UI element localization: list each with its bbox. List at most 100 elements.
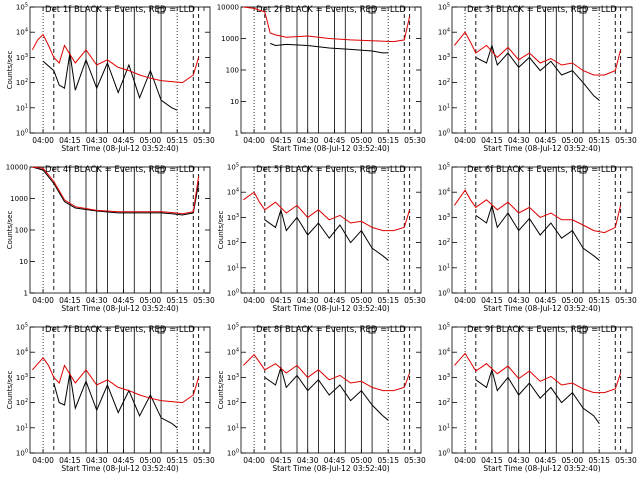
y-tick-label: 105 — [16, 323, 28, 332]
x-axis-label: Start Time (08-Jul-12 03:52:40) — [61, 144, 178, 153]
series-line-events — [32, 166, 200, 216]
plot-frame — [451, 326, 633, 454]
corner-marker — [579, 327, 587, 334]
y-tick-label: 100 — [15, 227, 28, 235]
y-tick-label: 104 — [227, 188, 239, 197]
chart-title: Det 4f BLACK = Events, RED = LLD — [45, 165, 195, 175]
x-tick-label: 04:30 — [86, 296, 108, 305]
y-tick-label: 104 — [227, 348, 239, 357]
x-tick-label: 04:00 — [32, 456, 54, 465]
y-axis-label: Counts/sec — [217, 211, 225, 250]
plot-frame — [240, 166, 422, 294]
x-tick-label: 04:30 — [508, 136, 530, 145]
y-tick-label: 10000 — [217, 4, 239, 12]
y-tick-label: 100 — [16, 129, 28, 138]
x-tick-label: 04:45 — [324, 136, 346, 145]
x-tick-label: 04:45 — [535, 296, 557, 305]
series-line-events — [264, 207, 389, 261]
x-axis-label: Start Time (08-Jul-12 03:52:40) — [483, 464, 600, 473]
x-tick-label: 04:15 — [59, 456, 81, 465]
chart-panel: Det 6f BLACK = Events, RED = LLD 04:00 04:… — [438, 163, 637, 314]
x-axis-label: Start Time (08-Jul-12 03:52:40) — [272, 144, 389, 153]
x-tick-label: 05:15 — [588, 296, 610, 305]
chart-title: Det 8f BLACK = Events, RED = LLD — [256, 325, 406, 335]
x-tick-label: 04:15 — [270, 296, 292, 305]
x-tick-label: 04:15 — [59, 296, 81, 305]
x-tick-label: 05:00 — [351, 296, 373, 305]
x-axis-label: Start Time (08-Jul-12 03:52:40) — [483, 144, 600, 153]
y-tick-label: 103 — [16, 53, 28, 62]
chart-title: Det 1f BLACK = Events, RED = LLD — [45, 5, 195, 15]
chart-panel: Det 9f BLACK = Events, RED = LLD 04:00 04:… — [438, 323, 637, 474]
x-tick-label: 04:00 — [243, 296, 265, 305]
chart-panel: Det 7f BLACK = Events, RED = LLD 04:00 04:… — [6, 323, 215, 474]
x-tick-label: 04:45 — [113, 296, 135, 305]
chart-panel: Det 4f BLACK = Events, RED = LLD 04:00 04:… — [6, 164, 215, 314]
x-tick-label: 04:30 — [297, 296, 319, 305]
chart-panel: Det 5f BLACK = Events, RED = LLD 04:00 04:… — [217, 163, 426, 314]
x-tick-label: 04:45 — [535, 456, 557, 465]
y-tick-label: 1 — [235, 130, 239, 138]
x-tick-label: 04:30 — [508, 296, 530, 305]
x-tick-label: 05:15 — [588, 136, 610, 145]
y-axis-label: Counts/sec — [6, 371, 14, 410]
series-line-lld — [31, 33, 200, 84]
y-tick-label: 102 — [438, 398, 450, 407]
y-tick-label: 101 — [227, 263, 239, 272]
y-tick-label: 10000 — [6, 164, 28, 172]
y-tick-label: 1000 — [221, 35, 239, 43]
y-tick-label: 105 — [438, 3, 450, 12]
x-tick-label: 04:00 — [243, 136, 265, 145]
x-tick-label: 05:15 — [166, 456, 188, 465]
y-tick-label: 104 — [16, 28, 28, 37]
x-tick-label: 04:30 — [86, 456, 108, 465]
y-tick-label: 103 — [438, 53, 450, 62]
x-tick-label: 05:15 — [166, 296, 188, 305]
x-tick-label: 04:45 — [324, 296, 346, 305]
y-tick-label: 101 — [438, 423, 450, 432]
series-line-lld — [243, 353, 411, 392]
y-axis-label: Counts/sec — [217, 371, 225, 410]
series-line-lld — [454, 352, 622, 394]
chart-title: Det 9f BLACK = Events, RED = LLD — [467, 325, 617, 335]
x-tick-label: 05:00 — [562, 296, 584, 305]
x-tick-label: 05:30 — [193, 136, 215, 145]
series-line-lld — [453, 189, 622, 234]
x-tick-label: 04:00 — [454, 136, 476, 145]
y-tick-label: 103 — [16, 373, 28, 382]
y-axis-label: Counts/sec — [6, 211, 14, 250]
x-tick-label: 05:15 — [377, 456, 399, 465]
corner-marker — [579, 167, 587, 174]
x-tick-label: 05:15 — [377, 296, 399, 305]
x-tick-label: 05:15 — [588, 456, 610, 465]
x-tick-label: 04:45 — [324, 456, 346, 465]
chart-title: Det 6f BLACK = Events, RED = LLD — [467, 165, 617, 175]
y-tick-label: 100 — [438, 289, 450, 298]
x-tick-label: 04:45 — [535, 136, 557, 145]
y-tick-label: 101 — [438, 263, 450, 272]
y-tick-label: 105 — [438, 323, 450, 332]
x-tick-label: 04:15 — [481, 456, 503, 465]
y-tick-label: 102 — [227, 398, 239, 407]
series-line-events — [475, 203, 600, 261]
chart-panel: Det 2f BLACK = Events, RED = LLD 04:00 04:… — [217, 4, 426, 154]
y-tick-label: 100 — [438, 449, 450, 458]
plot-frame — [451, 6, 633, 134]
x-tick-label: 04:45 — [113, 456, 135, 465]
y-tick-label: 102 — [438, 78, 450, 87]
x-tick-label: 04:00 — [32, 296, 54, 305]
x-tick-label: 04:30 — [297, 136, 319, 145]
y-tick-label: 100 — [227, 449, 239, 458]
series-line-events — [475, 43, 600, 101]
x-tick-label: 05:15 — [377, 136, 399, 145]
x-tick-label: 04:00 — [32, 136, 54, 145]
corner-marker — [157, 327, 165, 334]
x-axis-label: Start Time (08-Jul-12 03:52:40) — [61, 304, 178, 313]
y-tick-label: 105 — [227, 163, 239, 172]
y-tick-label: 100 — [438, 129, 450, 138]
chart-panel: Det 3f BLACK = Events, RED = LLD 04:00 04:… — [438, 3, 637, 154]
x-tick-label: 04:15 — [270, 136, 292, 145]
x-tick-label: 05:00 — [140, 136, 162, 145]
corner-marker — [157, 7, 165, 14]
x-tick-label: 05:00 — [562, 136, 584, 145]
